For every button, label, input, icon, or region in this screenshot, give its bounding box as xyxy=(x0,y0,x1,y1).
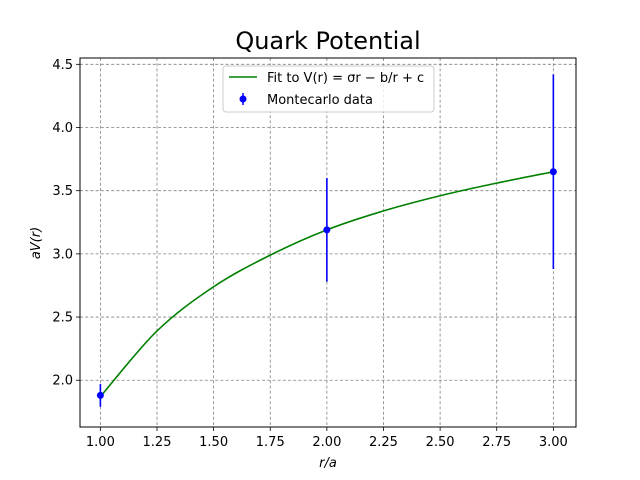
y-tick-label: 4.0 xyxy=(52,121,73,136)
x-tick-label: 2.50 xyxy=(426,435,455,450)
y-tick-label: 2.0 xyxy=(52,374,73,389)
legend: Fit to V(r) = σr − b/r + c Montecarlo da… xyxy=(222,65,435,113)
data-point xyxy=(96,391,104,399)
y-tick-label: 2.5 xyxy=(52,311,73,326)
data-point xyxy=(323,226,331,234)
fit-curve xyxy=(99,170,554,398)
legend-data-marker xyxy=(239,95,247,103)
legend-fit-label: Fit to V(r) = σr − b/r + c xyxy=(267,71,424,86)
x-tick-label: 2.75 xyxy=(482,435,511,450)
x-tick-label: 3.00 xyxy=(539,435,568,450)
x-axis-label: r/a xyxy=(319,456,337,471)
y-tick-label: 3.0 xyxy=(52,247,73,262)
x-tick-label: 1.25 xyxy=(143,435,172,450)
x-tick-label: 1.00 xyxy=(86,435,115,450)
ticks: 1.00 1.25 1.50 1.75 2.00 2.25 2.50 2.75 3.00 2.0 2… xyxy=(52,58,568,450)
x-tick-label: 2.00 xyxy=(312,435,341,450)
x-tick-label: 1.75 xyxy=(256,435,285,450)
y-tick-label: 3.5 xyxy=(52,184,73,199)
legend-data-label: Montecarlo data xyxy=(267,93,373,108)
x-tick-label: 2.25 xyxy=(369,435,398,450)
y-axis-label: aV(r) xyxy=(29,227,44,259)
axes-frame xyxy=(79,57,577,428)
plot-area xyxy=(96,74,557,407)
legend-box xyxy=(222,65,435,113)
chart-title: Quark Potential xyxy=(235,27,420,55)
data-point xyxy=(549,168,557,176)
y-tick-label: 4.5 xyxy=(52,58,73,73)
x-tick-label: 1.50 xyxy=(199,435,228,450)
